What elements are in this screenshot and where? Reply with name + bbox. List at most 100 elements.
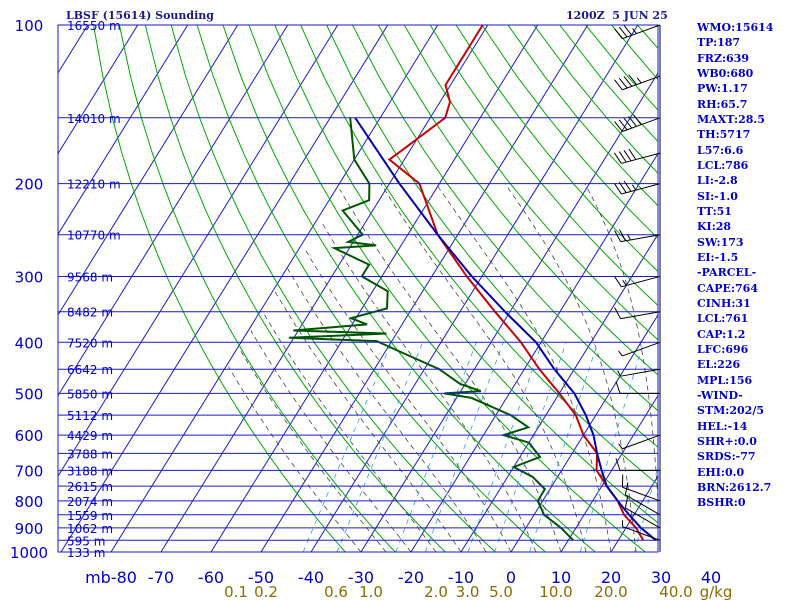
index-line: LCL:761 xyxy=(697,312,749,326)
mixing-ratio-label: 2.0 xyxy=(424,583,448,600)
dry-adiabat xyxy=(326,25,658,448)
isotherm-line xyxy=(58,25,139,155)
wind-barb-flag xyxy=(632,114,642,125)
height-label: 6642 m xyxy=(67,363,113,377)
index-line: CAPE:764 xyxy=(697,281,758,295)
index-line: HEL:-14 xyxy=(697,419,748,433)
wind-barb-flag xyxy=(628,148,637,160)
wind-barb xyxy=(614,74,661,91)
parcel-trace xyxy=(354,117,657,542)
wind-barb xyxy=(614,24,661,40)
height-label: 4429 m xyxy=(67,429,113,443)
wind-barb xyxy=(614,114,661,132)
wind-barb-flag xyxy=(614,79,623,91)
height-label: 2074 m xyxy=(67,495,113,509)
mixing-ratio-label: 1.0 xyxy=(359,583,383,600)
pressure-tick-label: 700 xyxy=(15,462,44,480)
wind-barb-flag xyxy=(613,275,622,288)
index-line: EI:-1.5 xyxy=(697,250,739,264)
wind-barb-half xyxy=(617,370,622,377)
height-label: 9568 m xyxy=(67,270,113,284)
wind-barb-flag xyxy=(624,495,629,508)
wind-barb-flag xyxy=(618,77,628,89)
moist-adiabat xyxy=(238,347,387,552)
wind-barb-half xyxy=(618,350,623,357)
wind-barb-flag xyxy=(618,181,627,193)
pressure-tick-label: 200 xyxy=(15,176,44,194)
wind-barb-shaft xyxy=(622,434,661,450)
wind-barb-flag xyxy=(619,229,626,242)
temperature-tick-label: 10 xyxy=(551,568,571,587)
isotherm-line xyxy=(58,25,289,397)
wind-barb xyxy=(614,229,661,243)
temperature-tick-label: -30 xyxy=(348,568,374,587)
height-label: 8482 m xyxy=(67,306,113,320)
temperature-tick-label: -20 xyxy=(398,568,424,587)
mixing-ratio-line xyxy=(336,342,424,552)
pressure-tick-label: 100 xyxy=(15,17,44,35)
wind-barb xyxy=(613,275,661,288)
mixing-ratio-label: 5.0 xyxy=(489,583,513,600)
index-line: L57:6.6 xyxy=(697,143,744,157)
wind-barb-shaft xyxy=(621,275,661,288)
wind-barb-half xyxy=(636,77,642,84)
index-line: LI:-2.8 xyxy=(697,174,738,188)
temperature-tick-label: -70 xyxy=(148,568,174,587)
mixing-ratio-line xyxy=(529,342,599,552)
index-line: TP:187 xyxy=(697,36,741,50)
wind-barb-half xyxy=(627,234,631,241)
wind-barb-flag xyxy=(615,381,621,394)
height-label: 5850 m xyxy=(67,387,113,401)
height-label: 3188 m xyxy=(67,464,113,478)
mixing-ratio-label: 3.0 xyxy=(456,583,480,600)
height-label: 5112 m xyxy=(67,409,113,423)
indices-panel: WMO:15614 TP:187 FRZ:639 WB0:680 PW:1.17 RH:6… xyxy=(697,20,800,511)
dewpoint-trace xyxy=(288,117,575,542)
index-line: EL:226 xyxy=(697,358,741,372)
index-line: SI:-1.0 xyxy=(697,189,738,203)
wind-barb-shaft xyxy=(622,526,661,541)
height-label: 10770 m xyxy=(67,229,121,243)
pressure-tick-label: 500 xyxy=(15,385,44,403)
wind-barb xyxy=(624,482,661,516)
moist-adiabat xyxy=(274,290,462,552)
height-label: 3788 m xyxy=(67,447,113,461)
wind-barb-half xyxy=(618,443,623,450)
moist-adiabat xyxy=(320,220,537,552)
plot-area xyxy=(58,25,658,552)
wind-barb-flag xyxy=(623,25,633,36)
mixing-ratio-line xyxy=(634,465,658,552)
wind-barb-flag xyxy=(618,26,628,38)
index-line: SRDS:-77 xyxy=(697,450,756,464)
mixing-ratio-label: 20.0 xyxy=(594,583,627,600)
index-line: LCL:786 xyxy=(697,158,749,172)
index-line: MPL:156 xyxy=(697,373,753,387)
wind-barb-shaft xyxy=(621,183,661,195)
wind-barb-flag xyxy=(628,116,637,127)
index-line: CAP:1.2 xyxy=(697,327,746,341)
temperature-tick-label: -10 xyxy=(448,568,474,587)
wind-barb-flag xyxy=(624,482,629,495)
dry-adiabat xyxy=(352,25,658,412)
wind-barb-flag xyxy=(613,152,622,164)
index-line: SHR+:0.0 xyxy=(697,434,757,448)
wind-barb-half xyxy=(631,184,637,191)
index-line: KI:28 xyxy=(697,220,732,234)
wind-barb-flag xyxy=(614,121,623,132)
wind-barb-shaft xyxy=(622,341,661,357)
temperature-tick-label: -60 xyxy=(198,568,224,587)
pressure-tick-label: 900 xyxy=(15,520,44,538)
index-line: TH:5717 xyxy=(697,128,751,142)
dry-adiabat xyxy=(170,25,497,552)
index-line: LFC:696 xyxy=(697,342,749,356)
index-line: FRZ:639 xyxy=(697,51,750,65)
index-line: WB0:680 xyxy=(697,66,754,80)
wind-barb-shaft xyxy=(621,152,661,164)
index-line: BRN:2612.7 xyxy=(697,480,772,494)
height-label: 7520 m xyxy=(67,336,113,350)
dry-adiabat xyxy=(377,25,658,376)
wind-barb-flag xyxy=(623,150,632,162)
wind-barb-flag xyxy=(614,28,623,39)
index-line: WMO:15614 xyxy=(697,21,774,34)
